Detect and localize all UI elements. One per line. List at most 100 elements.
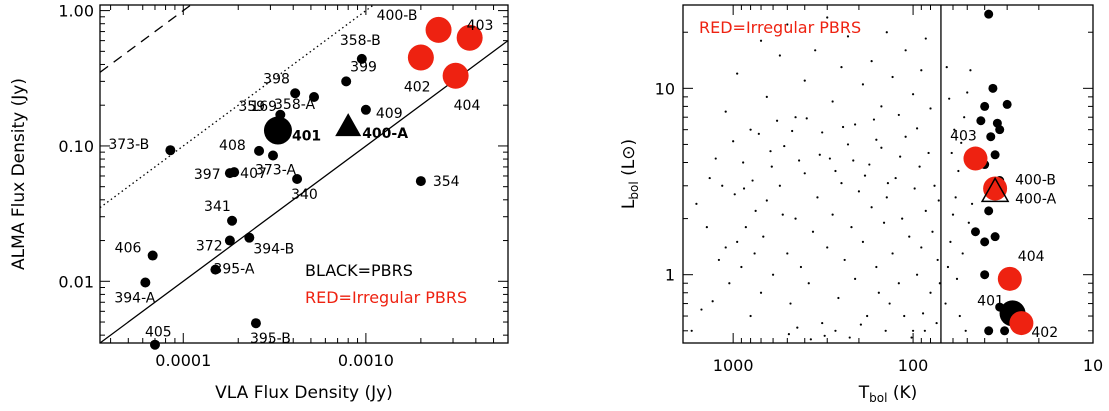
right-small-point — [818, 153, 821, 156]
right-small-point — [886, 182, 890, 185]
left-point-341 — [227, 215, 238, 226]
right-small-point — [843, 258, 846, 262]
right-medium-point — [980, 237, 990, 247]
right-small-point — [814, 49, 817, 52]
right-small-point — [848, 336, 851, 339]
left-point-label-402: 402 — [404, 80, 431, 96]
left-point-label-395-A: 395-A — [213, 262, 254, 278]
right-small-point — [846, 35, 850, 38]
left-point-label-169: 169 — [250, 99, 277, 115]
right-small-point — [960, 141, 963, 144]
left-point-398 — [290, 88, 301, 99]
right-point-label-400-A: 400-A — [1015, 191, 1056, 207]
right-small-point — [714, 157, 717, 160]
right-small-point — [821, 321, 824, 325]
left-y-tick-label: 1.00 — [58, 2, 94, 21]
right-small-point — [894, 176, 897, 180]
right-axis-ticks: 1000 100 10 1 10 — [655, 5, 1103, 375]
right-small-point — [958, 314, 961, 318]
right-small-point — [775, 119, 779, 122]
left-reference-line-dashed — [99, 4, 192, 73]
left-point-394-A — [140, 277, 151, 288]
left-y-axis-title: ALMA Flux Density (Jy) — [9, 78, 29, 270]
right-small-point — [826, 246, 829, 249]
right-small-point — [961, 252, 964, 255]
right-medium-point — [980, 101, 990, 111]
right-small-point — [882, 221, 886, 224]
right-small-point — [805, 117, 808, 120]
right-small-point — [794, 116, 797, 119]
left-point-403 — [456, 24, 483, 51]
right-note-red: RED=Irregular PBRS — [699, 18, 861, 37]
left-point-label-358-B: 358-B — [340, 33, 381, 49]
right-small-point — [749, 128, 752, 131]
right-small-point — [757, 132, 760, 135]
right-small-point — [807, 282, 810, 285]
right-small-point — [931, 230, 934, 233]
right-small-point — [875, 138, 878, 141]
right-small-point — [966, 91, 969, 94]
right-small-point — [778, 184, 781, 187]
left-point-label-373-A: 373-A — [255, 162, 296, 178]
right-point-402 — [1009, 311, 1034, 336]
left-x-tick-label: 0.0010 — [338, 351, 394, 370]
right-point-label-402: 402 — [1031, 325, 1058, 341]
right-small-point — [937, 199, 940, 202]
right-medium-point — [990, 150, 1000, 160]
left-point-404 — [442, 62, 469, 89]
right-small-point — [949, 240, 952, 243]
right-small-point — [944, 302, 947, 305]
right-small-point — [708, 176, 711, 180]
right-small-point — [945, 65, 948, 69]
right-small-point — [840, 65, 843, 69]
right-small-point — [786, 23, 789, 26]
right-small-point — [794, 217, 797, 220]
right-medium-point — [976, 116, 986, 126]
right-point-label-401: 401 — [977, 293, 1004, 309]
right-small-point — [826, 16, 829, 19]
left-point-label-403: 403 — [467, 18, 494, 34]
right-point-label-403: 403 — [950, 129, 977, 145]
right-small-point — [778, 54, 781, 57]
right-x-axis-title: Tbol (K) — [858, 383, 918, 405]
right-small-point — [828, 157, 831, 160]
left-point-label-408: 408 — [219, 138, 246, 154]
right-small-point — [803, 172, 806, 175]
right-small-point — [929, 107, 932, 110]
right-small-point — [936, 258, 939, 262]
right-small-point — [700, 308, 703, 311]
right-y-tick-label: 10 — [655, 79, 675, 98]
left-x-axis-title: VLA Flux Density (Jy) — [215, 383, 393, 403]
right-small-point — [950, 151, 953, 155]
right-small-point — [891, 252, 894, 255]
right-small-point — [910, 336, 913, 339]
right-small-point — [963, 116, 966, 119]
right-small-point — [923, 329, 926, 332]
right-medium-point — [988, 83, 998, 93]
left-point-358-B — [356, 53, 367, 64]
right-small-point — [903, 314, 906, 318]
right-small-point — [787, 332, 790, 336]
right-point-404 — [997, 266, 1022, 291]
right-small-point — [695, 202, 698, 205]
left-point-406 — [147, 250, 158, 261]
right-small-point — [754, 209, 757, 212]
right-small-point — [796, 326, 799, 329]
left-point-354 — [415, 176, 426, 187]
right-small-point — [875, 265, 878, 269]
right-small-point — [762, 235, 765, 238]
right-small-point — [786, 252, 789, 255]
left-point-label-394-A: 394-A — [114, 290, 155, 306]
right-small-point — [765, 95, 768, 98]
right-small-point — [840, 182, 843, 185]
right-small-point — [742, 187, 746, 190]
right-small-point — [915, 273, 919, 276]
right-small-point — [911, 93, 915, 96]
right-small-point — [857, 190, 861, 193]
right-small-point — [863, 174, 867, 177]
left-point-label-340: 340 — [291, 187, 318, 203]
right-medium-point — [990, 232, 1000, 242]
right-small-point — [921, 312, 925, 315]
left-scatter-panel: 0.0001 0.0010 0.01 0.10 1.00 405 395-B 394-A 39… — [9, 2, 509, 403]
right-x-tick-label: 1000 — [713, 356, 754, 375]
